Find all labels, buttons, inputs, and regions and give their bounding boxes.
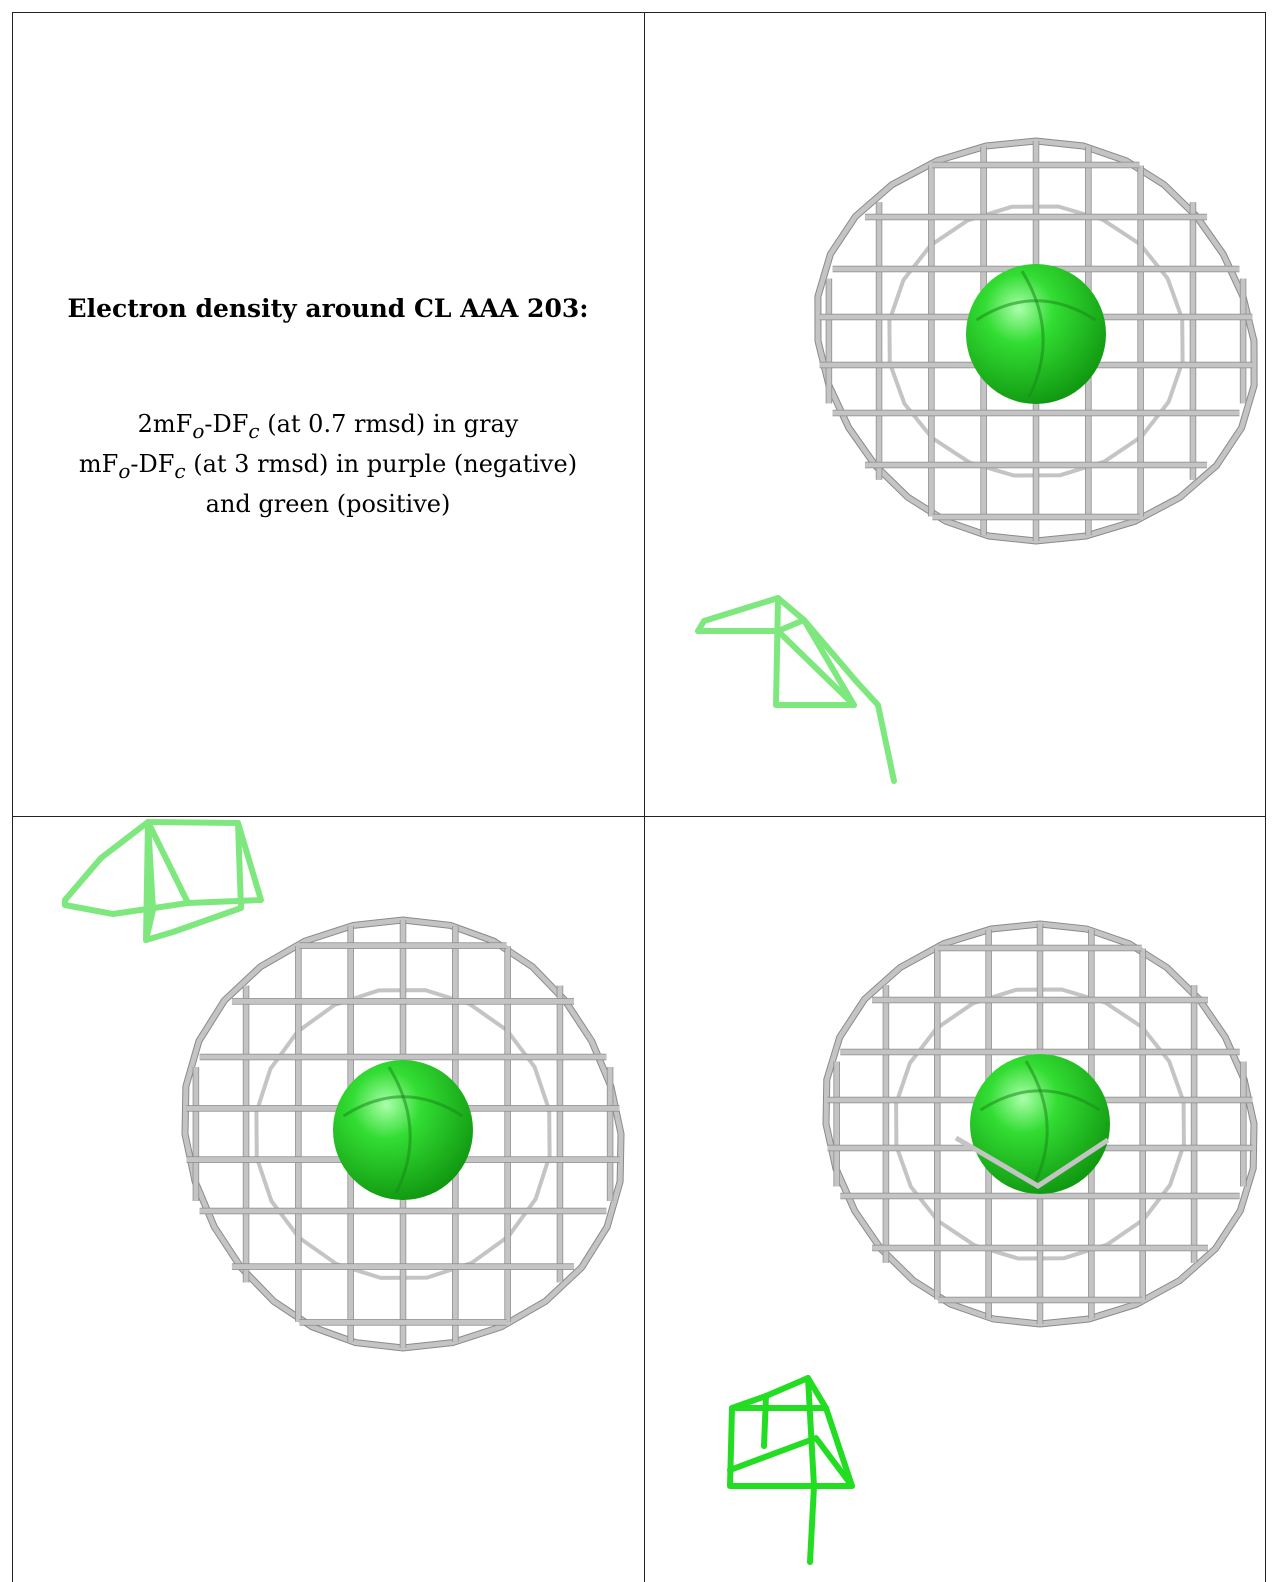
green-density-mesh [773, 595, 857, 708]
line1-post: (at 0.7 rmsd) in gray [259, 410, 519, 438]
caption-cell: Electron density around CL AAA 203: 2mFo… [12, 12, 644, 816]
chloride-ion-sphere [333, 1060, 473, 1200]
gray-density-cage [181, 916, 625, 1352]
green-density-mesh [727, 1435, 855, 1489]
line1-mid: -DF [204, 410, 249, 438]
atom-sphere [333, 1060, 473, 1200]
grid-divider-horizontal [12, 816, 1266, 817]
green-density-mesh [801, 617, 897, 784]
density-render-bottom-right [727, 920, 1258, 1565]
green-density-mesh [62, 819, 264, 906]
caption-line-1: 2mFo-DFc (at 0.7 rmsd) in gray [12, 408, 644, 448]
atom-sphere [966, 264, 1106, 404]
caption-line-3: and green (positive) [12, 488, 644, 521]
cage-chevron-bar [954, 1135, 1110, 1189]
line2-pre: mF [78, 449, 119, 478]
caption-line-2: mFo-DFc (at 3 rmsd) in purple (negative) [12, 448, 644, 488]
line3-post: and green (positive) [205, 489, 451, 518]
line2-sub1: o [118, 458, 131, 483]
green-density-mesh [805, 1375, 817, 1565]
line2-sub2: c [174, 458, 186, 483]
green-density-mesh [62, 897, 191, 917]
green-density-mesh [143, 819, 244, 943]
caption-title: Electron density around CL AAA 203: [67, 294, 589, 323]
atom-arc [387, 1066, 412, 1194]
line1-sub2: c [248, 418, 260, 443]
figure-grid [12, 12, 1266, 1582]
panel-bottom-left [13, 818, 643, 1582]
green-density-mesh [727, 1405, 855, 1489]
green-density-mesh [143, 819, 156, 943]
green-density-mesh [775, 628, 857, 708]
density-render-top-right [695, 137, 1258, 784]
line2-post: (at 3 rmsd) in purple (negative) [185, 449, 578, 478]
atom-arc [1024, 1060, 1049, 1188]
density-render-bottom-left [62, 819, 625, 1352]
line2-mid: -DF [130, 449, 175, 478]
panel-top-right [646, 13, 1265, 815]
green-density-mesh [761, 1393, 769, 1449]
line1-pre: 2mF [137, 410, 193, 438]
caption-description: 2mFo-DFc (at 0.7 rmsd) in gray mFo-DFc (… [12, 408, 644, 521]
green-density-mesh [695, 595, 807, 634]
chloride-ion-sphere [970, 1054, 1110, 1194]
grid-divider-vertical [644, 12, 645, 1582]
line1-sub1: o [192, 418, 205, 443]
panel-bottom-right [646, 818, 1265, 1582]
atom-arc [1020, 270, 1045, 398]
chloride-ion-sphere [966, 264, 1106, 404]
